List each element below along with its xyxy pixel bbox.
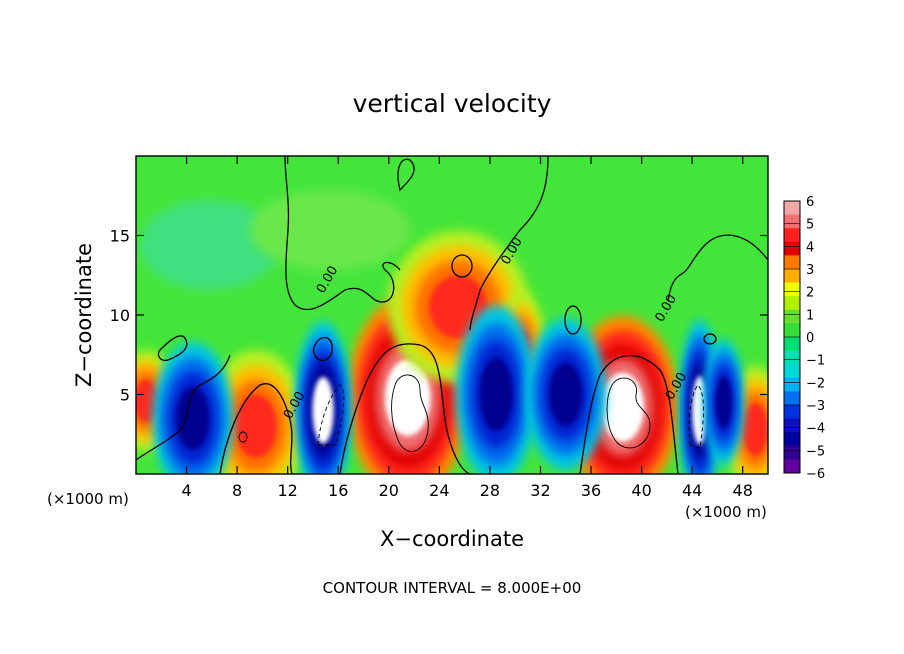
core-contour-right (606, 377, 651, 449)
colorbar-tick-label: 5 (806, 218, 814, 233)
colorbar-band (784, 432, 800, 447)
feature-band (176, 386, 210, 450)
core-contours (238, 374, 704, 452)
field-feature-downdraft-core (294, 321, 352, 474)
x-tick-label: 40 (631, 481, 651, 500)
y-tick-label: 5 (120, 386, 130, 405)
feature-band (601, 372, 644, 442)
colorbar-band (784, 269, 800, 284)
colorbar-tick-label: 0 (806, 331, 814, 346)
colorbar-band (784, 391, 800, 406)
colorbar-tick-label: −1 (806, 354, 825, 369)
colorbar-tick-label: −6 (806, 467, 825, 482)
feature-band (715, 376, 733, 429)
contour-ring-left (157, 335, 188, 361)
contour-ring-small-1 (451, 254, 473, 278)
colorbar-band (784, 445, 800, 460)
feature-band (385, 359, 431, 436)
contour-lines (136, 156, 768, 474)
colorbar-band (784, 364, 800, 379)
colorbar-band (784, 255, 800, 270)
colorbar-band (784, 337, 800, 352)
colorbar-band (784, 201, 800, 216)
colorbar-band (784, 405, 800, 420)
colorbar-band (784, 323, 800, 338)
x-unit-right: (×1000 m) (685, 503, 767, 521)
x-tick-label: 32 (530, 481, 550, 500)
field-feature-downdraft (455, 305, 537, 474)
x-tick-label: 4 (181, 481, 191, 500)
feature-band (479, 357, 513, 432)
field-shade-upper-left (140, 200, 280, 290)
field-feature-updraft (205, 350, 307, 474)
x-tick-label: 48 (733, 481, 753, 500)
colorbar-band (784, 282, 800, 297)
colorbar-tick-label: 6 (806, 195, 814, 210)
contour-interval-note: CONTOUR INTERVAL = 8.000E+00 (323, 579, 582, 597)
x-tick-label: 12 (278, 481, 298, 500)
colorbar-tick-label: 2 (806, 286, 814, 301)
colorbar-tick-label: −3 (806, 399, 825, 414)
colorbar: 6 5 4 3 2 1 0 −1 −2 −3 −4 −5 −6 (783, 195, 825, 482)
feature-band (312, 377, 334, 444)
colorbar-band (784, 214, 800, 229)
x-tick-label: 36 (581, 481, 601, 500)
colorbar-tick-label: 1 (806, 308, 814, 323)
x-tick-label: 16 (328, 481, 348, 500)
contour-zero-lower-right (339, 343, 471, 474)
contour-zero-far-right (667, 234, 768, 301)
colorbar-tick-label: −4 (806, 422, 825, 437)
core-contour-dashed-right (688, 384, 704, 449)
colorbar-band (784, 377, 800, 392)
feature-band (692, 376, 708, 445)
contour-zero-lower-far-right (579, 354, 679, 474)
core-contour-small (238, 431, 248, 443)
x-axis-label: X−coordinate (380, 527, 524, 551)
colorbar-tick-label: −5 (806, 444, 825, 459)
feature-band (235, 394, 278, 458)
core-contour-left (391, 374, 429, 452)
x-tick-label: 8 (232, 481, 242, 500)
feature-band (549, 362, 583, 427)
x-tick-label: 24 (429, 481, 449, 500)
chart-title: vertical velocity (353, 89, 552, 118)
colorbar-band (784, 459, 800, 474)
field-shade-upper-mid (250, 190, 410, 270)
velocity-field: 0.000.000.000.000.00 (136, 156, 768, 474)
contour-zero-lower-mid (219, 383, 293, 474)
colorbar-band (784, 350, 800, 365)
x-tick-label: 28 (480, 481, 500, 500)
y-tick-label: 15 (110, 227, 130, 246)
colorbar-tick-label: −2 (806, 376, 825, 391)
x-axis-ticks: 4 8 12 16 20 24 28 32 36 40 44 48 (181, 156, 753, 500)
contour-zero-right (469, 156, 549, 331)
colorbar-band (784, 241, 800, 256)
contour-ring-small-3 (703, 333, 717, 345)
contour-ring-small-2 (564, 305, 582, 335)
y-axis-ticks: 5 10 15 (110, 227, 768, 405)
colorbar-band (784, 418, 800, 433)
contour-zero-lower-left (136, 354, 231, 461)
field-feature-updraft (725, 365, 768, 474)
field-feature-downdraft (703, 338, 744, 467)
contour-ring-neck (313, 336, 333, 362)
feature-band (742, 403, 768, 456)
x-tick-label: 44 (682, 481, 702, 500)
y-axis-label: Z−coordinate (72, 243, 96, 387)
colorbar-band (784, 228, 800, 243)
colorbar-band (784, 296, 800, 311)
core-contour-dashed-left (317, 384, 345, 446)
contour-zero-mid (397, 158, 415, 192)
field-feature-downdraft (152, 342, 234, 474)
colorbar-band (784, 309, 800, 324)
colorbar-tick-label: 3 (806, 263, 814, 278)
x-tick-label: 20 (379, 481, 399, 500)
contour-zero-left (284, 156, 401, 311)
y-tick-label: 10 (110, 306, 130, 325)
x-unit-left: (×1000 m) (47, 490, 129, 508)
colorbar-tick-label: 4 (806, 240, 814, 255)
